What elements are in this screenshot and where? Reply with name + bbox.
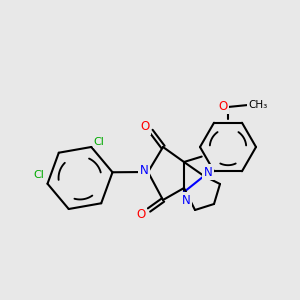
Text: O: O xyxy=(140,121,150,134)
Text: N: N xyxy=(182,194,190,206)
Text: N: N xyxy=(204,166,212,178)
Text: Cl: Cl xyxy=(94,137,105,147)
Text: O: O xyxy=(218,100,228,112)
Text: CH₃: CH₃ xyxy=(248,100,268,110)
Text: N: N xyxy=(140,164,148,176)
Text: O: O xyxy=(136,208,146,220)
Text: Cl: Cl xyxy=(34,170,45,180)
